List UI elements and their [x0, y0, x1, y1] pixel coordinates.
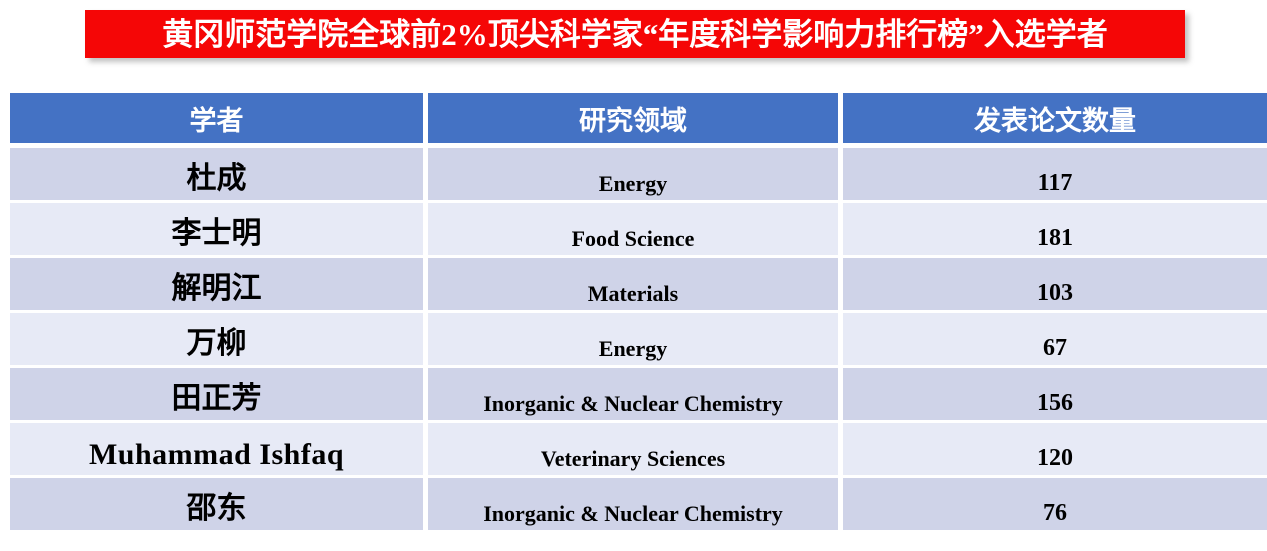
- column-header-count: 发表论文数量: [843, 93, 1267, 148]
- cell-count: 67: [843, 313, 1267, 368]
- cell-count: 120: [843, 423, 1267, 478]
- table-header-row: 学者 研究领域 发表论文数量: [10, 93, 1267, 148]
- cell-count: 181: [843, 203, 1267, 258]
- cell-field: Inorganic & Nuclear Chemistry: [428, 478, 843, 533]
- column-header-field: 研究领域: [428, 93, 843, 148]
- table-row: 解明江 Materials 103: [10, 258, 1267, 313]
- title-banner-area: 黄冈师范学院全球前2%顶尖科学家“年度科学影响力排行榜”入选学者: [0, 10, 1267, 60]
- cell-field: Energy: [428, 148, 843, 203]
- table-row: 万柳 Energy 67: [10, 313, 1267, 368]
- table-row: 杜成 Energy 117: [10, 148, 1267, 203]
- cell-scholar: 万柳: [10, 313, 428, 368]
- cell-scholar: 田正芳: [10, 368, 428, 423]
- title-banner: 黄冈师范学院全球前2%顶尖科学家“年度科学影响力排行榜”入选学者: [85, 10, 1185, 58]
- column-header-scholar: 学者: [10, 93, 428, 148]
- cell-count: 117: [843, 148, 1267, 203]
- cell-field: Materials: [428, 258, 843, 313]
- cell-scholar: 邵东: [10, 478, 428, 533]
- cell-count: 76: [843, 478, 1267, 533]
- cell-scholar: Muhammad Ishfaq: [10, 423, 428, 478]
- cell-count: 103: [843, 258, 1267, 313]
- cell-count: 156: [843, 368, 1267, 423]
- table-body: 杜成 Energy 117 李士明 Food Science 181 解明江 M…: [10, 148, 1267, 533]
- cell-field: Food Science: [428, 203, 843, 258]
- scholars-table: 学者 研究领域 发表论文数量 杜成 Energy 117 李士明 Food Sc…: [10, 93, 1267, 533]
- cell-scholar: 解明江: [10, 258, 428, 313]
- table-row: Muhammad Ishfaq Veterinary Sciences 120: [10, 423, 1267, 478]
- cell-field: Veterinary Sciences: [428, 423, 843, 478]
- cell-scholar: 杜成: [10, 148, 428, 203]
- page-title: 黄冈师范学院全球前2%顶尖科学家“年度科学影响力排行榜”入选学者: [162, 16, 1108, 52]
- cell-field: Inorganic & Nuclear Chemistry: [428, 368, 843, 423]
- cell-scholar: 李士明: [10, 203, 428, 258]
- cell-field: Energy: [428, 313, 843, 368]
- table-row: 田正芳 Inorganic & Nuclear Chemistry 156: [10, 368, 1267, 423]
- table-row: 邵东 Inorganic & Nuclear Chemistry 76: [10, 478, 1267, 533]
- table-header: 学者 研究领域 发表论文数量: [10, 93, 1267, 148]
- table-row: 李士明 Food Science 181: [10, 203, 1267, 258]
